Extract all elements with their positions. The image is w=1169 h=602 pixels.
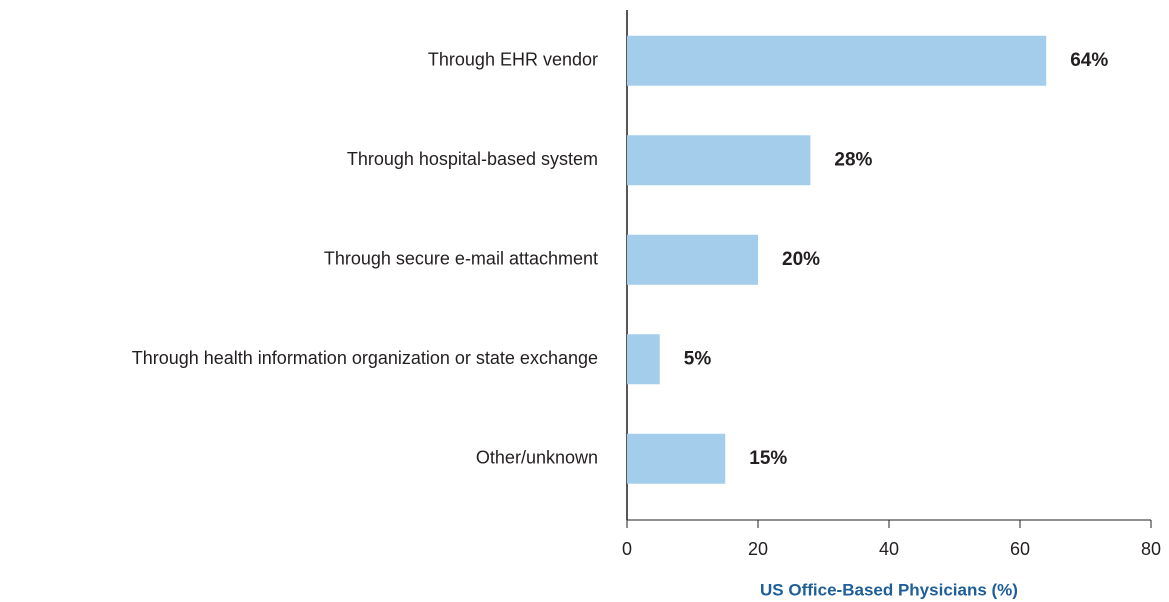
x-axis-label: US Office-Based Physicians (%) — [760, 580, 1018, 599]
x-tick-label: 60 — [1010, 539, 1030, 559]
category-label: Through health information organization … — [132, 348, 598, 368]
value-label: 20% — [782, 249, 820, 270]
bar — [627, 135, 811, 186]
bar — [627, 334, 660, 385]
bar — [627, 433, 726, 484]
x-tick-label: 20 — [748, 539, 768, 559]
x-tick-label: 0 — [622, 539, 632, 559]
value-label: 28% — [834, 149, 872, 170]
value-label: 5% — [684, 348, 712, 369]
x-tick-label: 80 — [1141, 539, 1161, 559]
bar — [627, 234, 758, 285]
x-tick-label: 40 — [879, 539, 899, 559]
category-label: Through secure e-mail attachment — [324, 249, 598, 269]
category-label: Through EHR vendor — [428, 50, 598, 70]
bar — [627, 35, 1047, 86]
category-label: Other/unknown — [476, 448, 598, 468]
value-label: 15% — [749, 448, 787, 469]
category-label: Through hospital-based system — [347, 149, 598, 169]
value-label: 64% — [1070, 50, 1108, 71]
